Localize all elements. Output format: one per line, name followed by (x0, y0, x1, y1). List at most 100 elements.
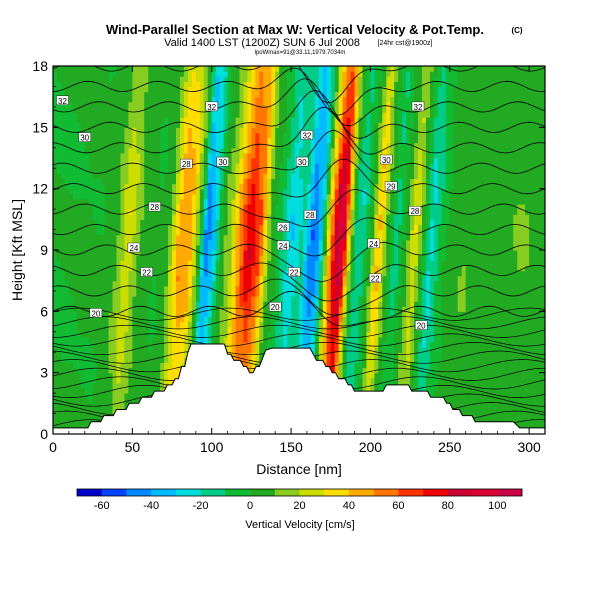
field-cell (56, 234, 62, 241)
field-cell (314, 183, 320, 190)
field-cell (160, 106, 165, 113)
field-cell (322, 198, 328, 205)
field-cell (60, 209, 66, 215)
field-cell (235, 234, 241, 241)
field-cell (152, 214, 157, 220)
field-cell (140, 244, 145, 251)
field-cell (183, 336, 189, 343)
field-cell (124, 306, 129, 312)
field-cell (263, 316, 268, 323)
field-cell (140, 214, 145, 220)
field-cell (207, 137, 213, 144)
field-cell (176, 188, 181, 195)
field-cell (247, 137, 252, 144)
field-cell (195, 183, 201, 190)
field-cell (263, 198, 268, 205)
field-cell (68, 234, 74, 241)
field-cell (152, 280, 157, 287)
field-cell (295, 122, 300, 128)
field-cell (287, 112, 292, 118)
field-cell (136, 122, 141, 128)
field-cell (223, 132, 229, 139)
field-cell (219, 152, 225, 159)
field-cell (56, 158, 62, 164)
field-cell (128, 178, 133, 185)
field-cell (112, 265, 118, 272)
field-cell (164, 132, 169, 139)
field-cell (68, 367, 74, 374)
field-cell (53, 142, 58, 149)
field-cell (227, 347, 233, 353)
field-cell (176, 163, 181, 169)
field-cell (104, 173, 110, 180)
field-cell (53, 168, 58, 174)
field-cell (60, 296, 66, 302)
field-cell (306, 71, 312, 77)
field-cell (279, 198, 284, 205)
field-cell (72, 403, 78, 410)
field-cell (148, 285, 153, 292)
field-cell (247, 362, 252, 369)
field-cell (287, 306, 292, 312)
field-cell (100, 204, 106, 210)
field-cell (68, 117, 74, 123)
field-cell (279, 183, 284, 190)
field-cell (140, 137, 145, 144)
field-cell (318, 244, 324, 251)
field-cell (88, 112, 94, 118)
field-cell (164, 142, 169, 149)
field-cell (104, 316, 110, 323)
field-cell (100, 398, 106, 404)
field-cell (251, 209, 256, 215)
field-cell (140, 393, 145, 399)
field-cell (72, 362, 78, 369)
field-cell (263, 132, 268, 139)
field-cell (255, 244, 260, 251)
field-cell (140, 342, 145, 348)
field-cell (120, 352, 126, 358)
field-cell (88, 193, 94, 200)
field-cell (53, 388, 58, 394)
field-cell (64, 71, 70, 77)
field-cell (80, 229, 86, 236)
field-cell (68, 214, 74, 220)
field-cell (179, 137, 185, 144)
field-cell (203, 219, 209, 226)
field-cell (306, 81, 312, 88)
field-cell (128, 306, 133, 312)
field-cell (176, 106, 181, 113)
field-cell (136, 112, 141, 118)
field-cell (80, 163, 86, 169)
field-cell (219, 188, 225, 195)
field-cell (132, 311, 137, 318)
field-cell (96, 173, 102, 180)
field-cell (322, 168, 328, 174)
field-cell (92, 76, 98, 82)
field-cell (80, 362, 86, 369)
field-cell (255, 204, 260, 210)
field-cell (80, 377, 86, 384)
field-cell (76, 311, 82, 318)
field-cell (183, 112, 189, 118)
field-cell (140, 275, 145, 282)
field-cell (104, 158, 110, 164)
field-cell (199, 96, 205, 103)
field-cell (64, 398, 70, 404)
field-cell (172, 306, 177, 312)
field-cell (318, 214, 324, 220)
field-cell (96, 81, 102, 88)
field-cell (239, 193, 245, 200)
field-cell (128, 163, 133, 169)
field-cell (295, 280, 300, 287)
field-cell (124, 336, 129, 343)
field-cell (64, 250, 70, 256)
field-cell (179, 244, 185, 251)
field-cell (211, 234, 217, 241)
field-cell (243, 152, 249, 159)
field-cell (60, 377, 66, 384)
field-cell (191, 260, 197, 266)
field-cell (263, 244, 268, 251)
field-cell (211, 193, 217, 200)
field-cell (76, 163, 82, 169)
field-cell (56, 336, 62, 343)
